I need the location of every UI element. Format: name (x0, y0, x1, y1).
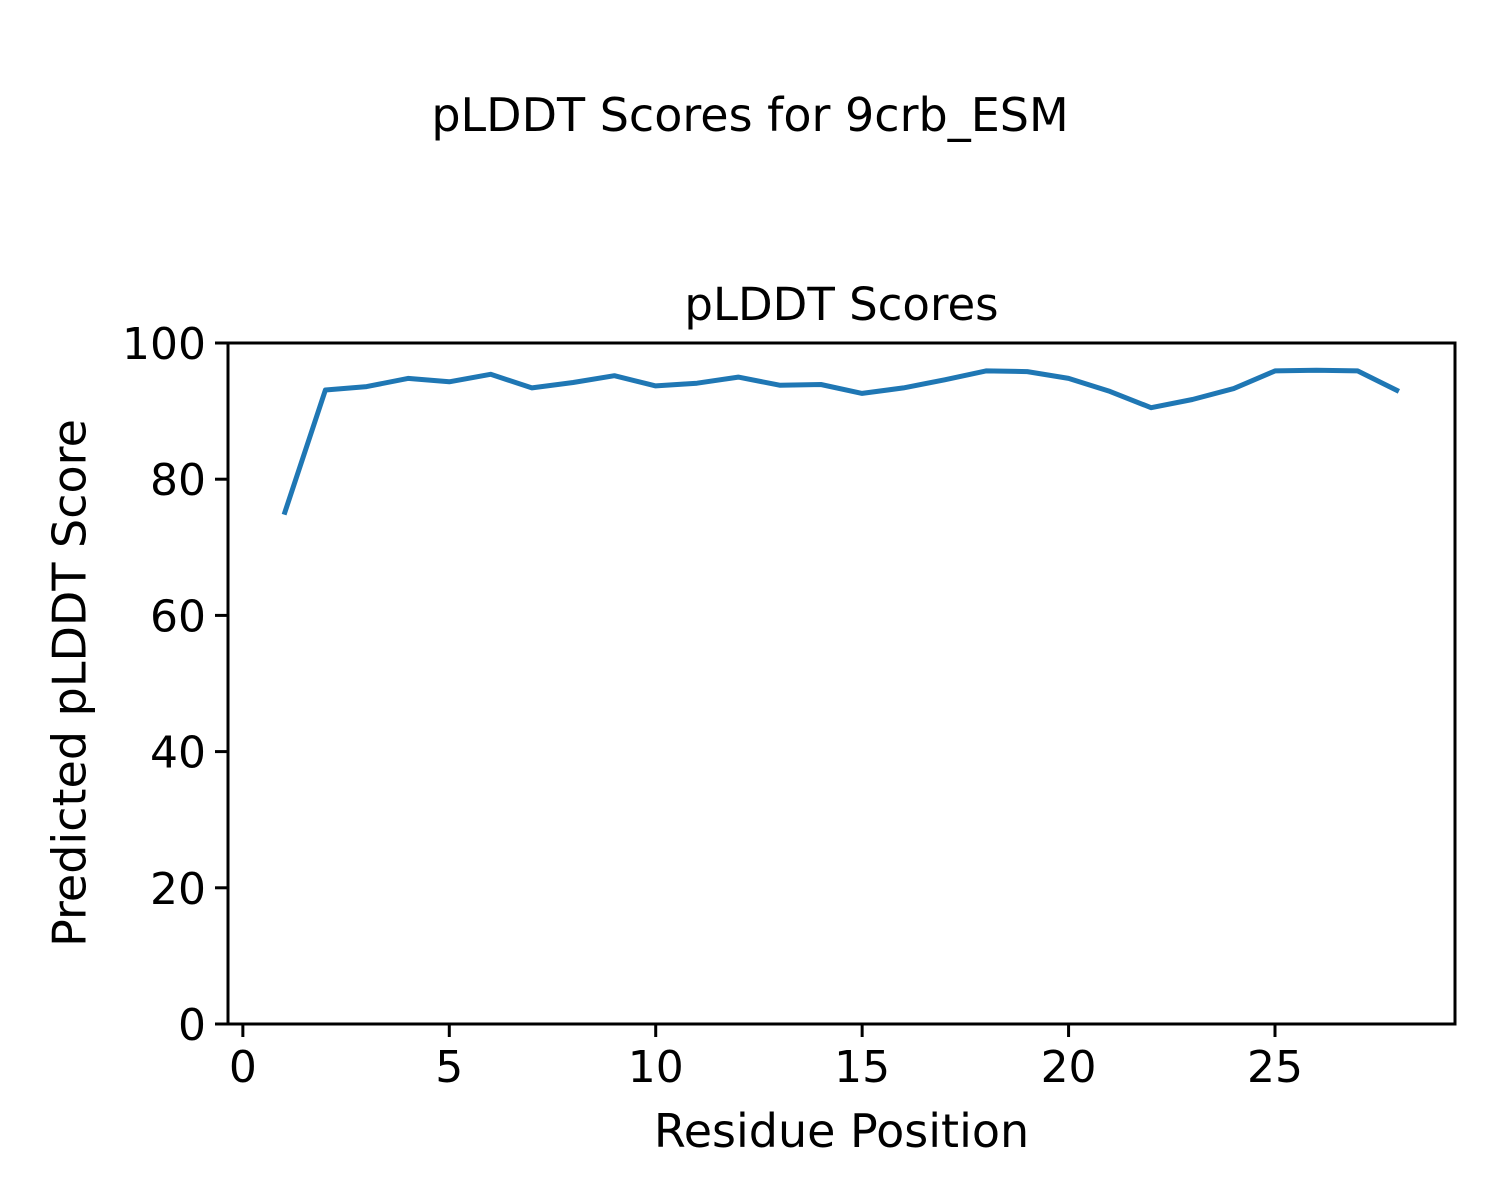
y-tick-label: 20 (150, 864, 206, 915)
axes-title: pLDDT Scores (684, 278, 999, 331)
figure-title: pLDDT Scores for 9crb_ESM (431, 88, 1069, 142)
y-tick-label: 60 (150, 591, 206, 642)
axes-box (226, 341, 1457, 1026)
x-tick-label: 0 (229, 1042, 257, 1093)
y-tick-label: 40 (150, 728, 206, 779)
plddt-line (281, 367, 1401, 516)
y-tick-label: 80 (150, 455, 206, 506)
x-tick-label: 25 (1247, 1042, 1303, 1093)
x-tick-label: 5 (435, 1042, 463, 1093)
x-axis-label: Residue Position (653, 1104, 1030, 1158)
x-tick-label: 15 (834, 1042, 890, 1093)
x-tick-label: 20 (1041, 1042, 1097, 1093)
y-tick-label: 0 (178, 1000, 206, 1051)
y-tick-label: 100 (122, 319, 206, 370)
x-tick-label: 10 (628, 1042, 684, 1093)
